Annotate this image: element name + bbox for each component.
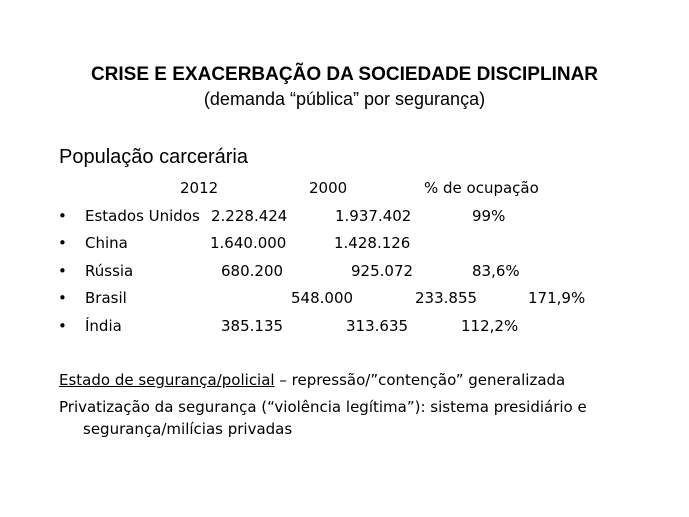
row-country: Índia	[85, 317, 122, 335]
row-occupation: 112,2%	[461, 317, 519, 335]
bullet: •	[58, 234, 67, 252]
bullet: •	[58, 317, 67, 335]
bullet: •	[58, 262, 67, 280]
row-value-2000: 233.855	[415, 289, 478, 307]
header-2000: 2000	[309, 179, 348, 197]
row-value-2012: 2.228.424	[211, 207, 288, 225]
row-value-2012: 548.000	[291, 289, 354, 307]
row-value-2012: 385.135	[221, 317, 284, 335]
row-occupation: 83,6%	[472, 262, 520, 280]
row-value-2000: 1.428.126	[334, 234, 411, 252]
row-value-2000: 925.072	[351, 262, 414, 280]
privatization-line-2: segurança/milícias privadas	[83, 420, 293, 438]
slide-title: CRISE E EXACERBAÇÃO DA SOCIEDADE DISCIPL…	[90, 64, 599, 85]
paragraph-privatization: Privatização da segurança (“violência le…	[59, 397, 587, 439]
row-country: China	[85, 234, 128, 252]
row-occupation: 171,9%	[528, 289, 586, 307]
row-country: Rússia	[85, 262, 134, 280]
header-occupation: % de ocupação	[424, 179, 539, 197]
slide-subtitle: (demanda “pública” por segurança)	[203, 89, 486, 109]
security-state-term: Estado de segurança/policial	[59, 371, 275, 389]
security-state-description: – repressão/”contenção” generalizada	[274, 371, 566, 389]
header-2012: 2012	[180, 179, 219, 197]
row-value-2012: 680.200	[221, 262, 284, 280]
row-occupation: 99%	[472, 207, 506, 225]
privatization-line-1: Privatização da segurança (“violência le…	[59, 398, 587, 416]
bullet: •	[58, 289, 67, 307]
row-value-2012: 1.640.000	[210, 234, 287, 252]
bullet: •	[58, 207, 67, 225]
row-value-2000: 313.635	[346, 317, 409, 335]
section-heading: População carcerária	[59, 146, 248, 168]
row-value-2000: 1.937.402	[335, 207, 412, 225]
row-country: Estados Unidos	[85, 207, 200, 225]
paragraph-security-state: Estado de segurança/policial – repressão…	[59, 370, 565, 390]
row-country: Brasil	[85, 289, 127, 307]
